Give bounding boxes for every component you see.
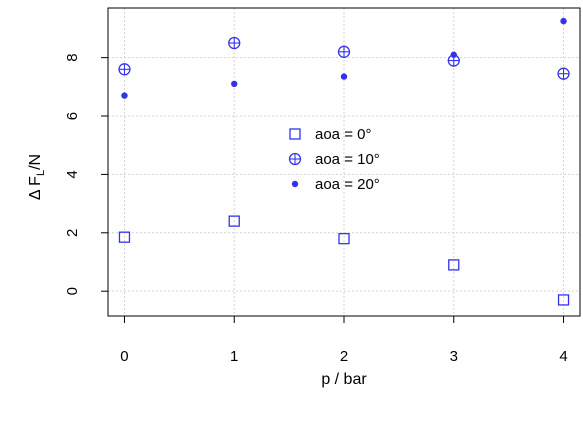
- data-point: [228, 215, 240, 227]
- data-point: [450, 51, 457, 58]
- data-point: [448, 259, 460, 271]
- legend-label: aoa = 20°: [315, 176, 380, 193]
- data-point: [557, 67, 570, 80]
- data-point: [338, 232, 350, 245]
- legend-marker: [291, 180, 299, 188]
- x-tick-label: 4: [559, 348, 567, 365]
- y-tick-label: 2: [64, 229, 81, 237]
- points-layer: [118, 17, 570, 306]
- legend-marker: [288, 152, 302, 166]
- y-tick-label: 8: [64, 53, 81, 61]
- y-axis-label-subscript: L: [35, 170, 47, 176]
- x-axis-label: p / bar: [321, 371, 367, 388]
- series-2: [121, 17, 567, 99]
- x-tick-label: 2: [340, 348, 348, 365]
- data-point: [340, 73, 348, 80]
- legend-marker: [289, 128, 301, 140]
- data-point: [560, 17, 567, 25]
- x-tick-label: 3: [450, 348, 458, 365]
- data-point: [118, 231, 131, 243]
- axis-layer: 0 1 2 3 4 0 2 4 6 8: [64, 53, 568, 365]
- legend-label: aoa = 10°: [315, 151, 380, 168]
- y-tick-label: 0: [64, 287, 81, 295]
- series-0: [118, 215, 570, 306]
- legend-label: aoa = 0°: [315, 126, 371, 143]
- y-axis-label: Δ FL/N: [27, 154, 47, 200]
- y-tick-label: 6: [64, 112, 81, 120]
- data-point: [121, 92, 128, 99]
- data-point: [557, 294, 570, 306]
- x-tick-label: 1: [230, 348, 238, 365]
- data-point: [228, 36, 241, 50]
- y-tick-label: 4: [64, 170, 81, 178]
- series-1: [118, 36, 570, 80]
- data-point: [337, 45, 351, 58]
- x-tick-label: 0: [120, 348, 128, 365]
- y-axis-label-suffix: /N: [27, 154, 44, 170]
- data-point: [231, 80, 238, 88]
- data-point: [118, 63, 131, 76]
- y-axis-label-prefix: Δ F: [27, 176, 44, 200]
- legend: aoa = 0° aoa = 10° aoa = 20°: [288, 126, 380, 193]
